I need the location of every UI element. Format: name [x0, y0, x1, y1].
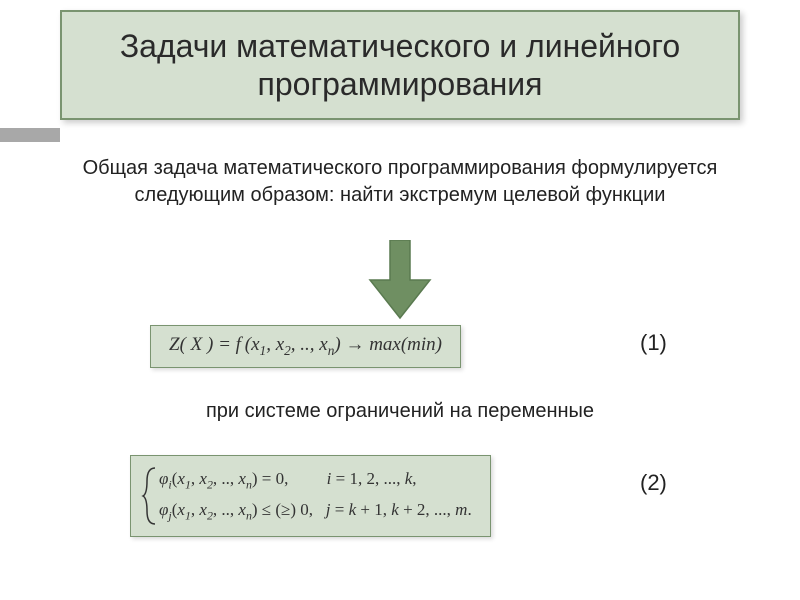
- page-title: Задачи математического и линейного прогр…: [82, 27, 718, 104]
- title-panel: Задачи математического и линейного прогр…: [60, 10, 740, 120]
- intro-paragraph: Общая задача математического программиро…: [80, 155, 720, 209]
- formula-1-box: Z( X ) = f (x1, x2, .., xn) → max(min): [150, 325, 461, 368]
- left-brace-icon: [141, 466, 159, 526]
- formula-1: Z( X ) = f (x1, x2, .., xn) → max(min): [150, 325, 461, 368]
- formula-2-label: (2): [640, 470, 667, 496]
- formula-2-row-2: φj(x1, x2, .., xn) ≤ (≥) 0, j = k + 1, k…: [159, 500, 472, 523]
- decorative-bar: [0, 128, 60, 142]
- formula-1-label: (1): [640, 330, 667, 356]
- formula-2-box: φi(x1, x2, .., xn) = 0, i = 1, 2, ..., k…: [130, 455, 491, 537]
- down-arrow-icon: [365, 240, 435, 325]
- formula-1-text: Z( X ) = f (x1, x2, .., xn) → max(min): [169, 334, 442, 355]
- formula-2-row-1: φi(x1, x2, .., xn) = 0, i = 1, 2, ..., k…: [159, 469, 472, 492]
- constraint-paragraph: при системе ограничений на переменные: [80, 400, 720, 423]
- formula-2: φi(x1, x2, .., xn) = 0, i = 1, 2, ..., k…: [130, 455, 491, 537]
